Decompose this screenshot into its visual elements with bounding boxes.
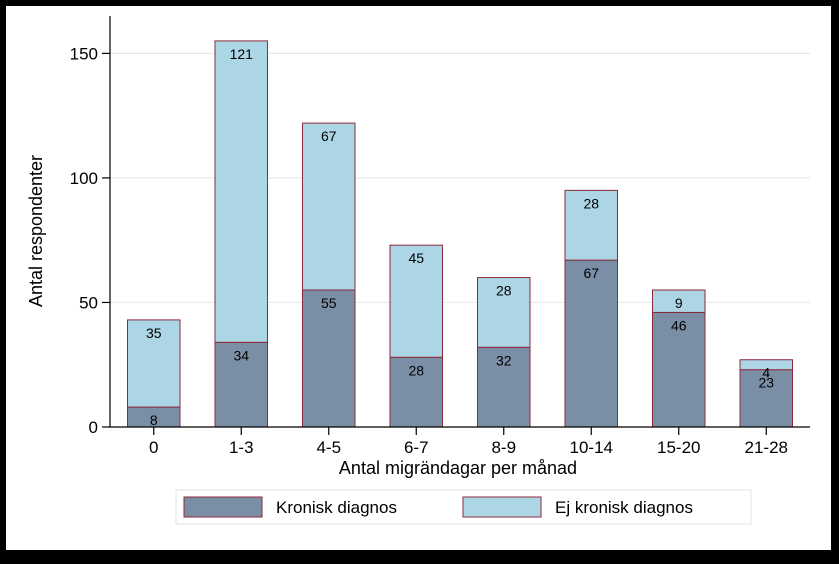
x-tick-label: 4-5 <box>316 438 341 457</box>
data-label: 45 <box>408 250 424 266</box>
x-tick-label: 0 <box>149 438 158 457</box>
bar-ej-kronisk-6-7 <box>389 244 443 358</box>
data-label: 35 <box>146 325 162 341</box>
legend-swatch-kronisk <box>183 496 263 518</box>
x-tick-label: 1-3 <box>229 438 254 457</box>
bar-kronisk-8-9 <box>477 346 531 428</box>
bar-ej-kronisk-21-28 <box>739 359 793 371</box>
bar-ej-kronisk-8-9 <box>477 277 531 348</box>
data-label: 28 <box>496 283 512 299</box>
bar-ej-kronisk-15-20 <box>652 289 706 313</box>
chart-frame: 8 35 34 121 55 67 28 45 32 28 67 28 46 9 23 4 0 50 100 150… <box>6 6 831 550</box>
data-label: 23 <box>758 375 774 391</box>
legend-label-kronisk: Kronisk diagnos <box>276 498 397 517</box>
data-label: 67 <box>321 128 337 144</box>
stacked-bar-chart: 8 35 34 121 55 67 28 45 32 28 67 28 46 9 234 0 50 100 150… <box>26 16 810 525</box>
legend-label-ej-kronisk: Ej kronisk diagnos <box>555 498 693 517</box>
y-axis-title: Antal respondenter <box>26 155 46 307</box>
x-tick-label: 6-7 <box>404 438 429 457</box>
data-label: 9 <box>675 295 683 311</box>
data-label: 28 <box>583 195 599 211</box>
x-tick-label: 21-28 <box>745 438 788 457</box>
x-tick-label: 15-20 <box>657 438 700 457</box>
data-label: 4 <box>762 365 770 381</box>
data-label: 121 <box>230 46 254 62</box>
x-tick-label: 10-14 <box>570 438 613 457</box>
legend-swatch-ej-kronisk <box>462 496 542 518</box>
y-tick-label: 150 <box>70 44 98 63</box>
data-label: 28 <box>408 362 424 378</box>
data-label: 34 <box>233 347 249 363</box>
data-label: 8 <box>150 412 158 428</box>
bar-kronisk-4-5 <box>302 289 356 428</box>
y-tick-label: 0 <box>89 418 98 437</box>
bar-kronisk-10-14 <box>564 259 618 428</box>
legend: Kronisk diagnos Ej kronisk diagnos <box>175 489 752 525</box>
bar-ej-kronisk-1-3 <box>214 40 268 343</box>
x-tick-label: 8-9 <box>491 438 516 457</box>
data-label: 55 <box>321 295 337 311</box>
data-label: 32 <box>496 352 512 368</box>
data-label: 46 <box>671 317 687 333</box>
bar-ej-kronisk-4-5 <box>302 122 356 291</box>
x-axis-title: Antal migrändagar per månad <box>339 458 577 478</box>
bar-ej-kronisk-0 <box>127 319 181 408</box>
bar-ej-kronisk-10-14 <box>564 189 618 261</box>
data-label: 67 <box>583 265 599 281</box>
bar-kronisk-1-3 <box>214 341 268 428</box>
y-tick-label: 100 <box>70 169 98 188</box>
y-tick-label: 50 <box>79 293 98 312</box>
